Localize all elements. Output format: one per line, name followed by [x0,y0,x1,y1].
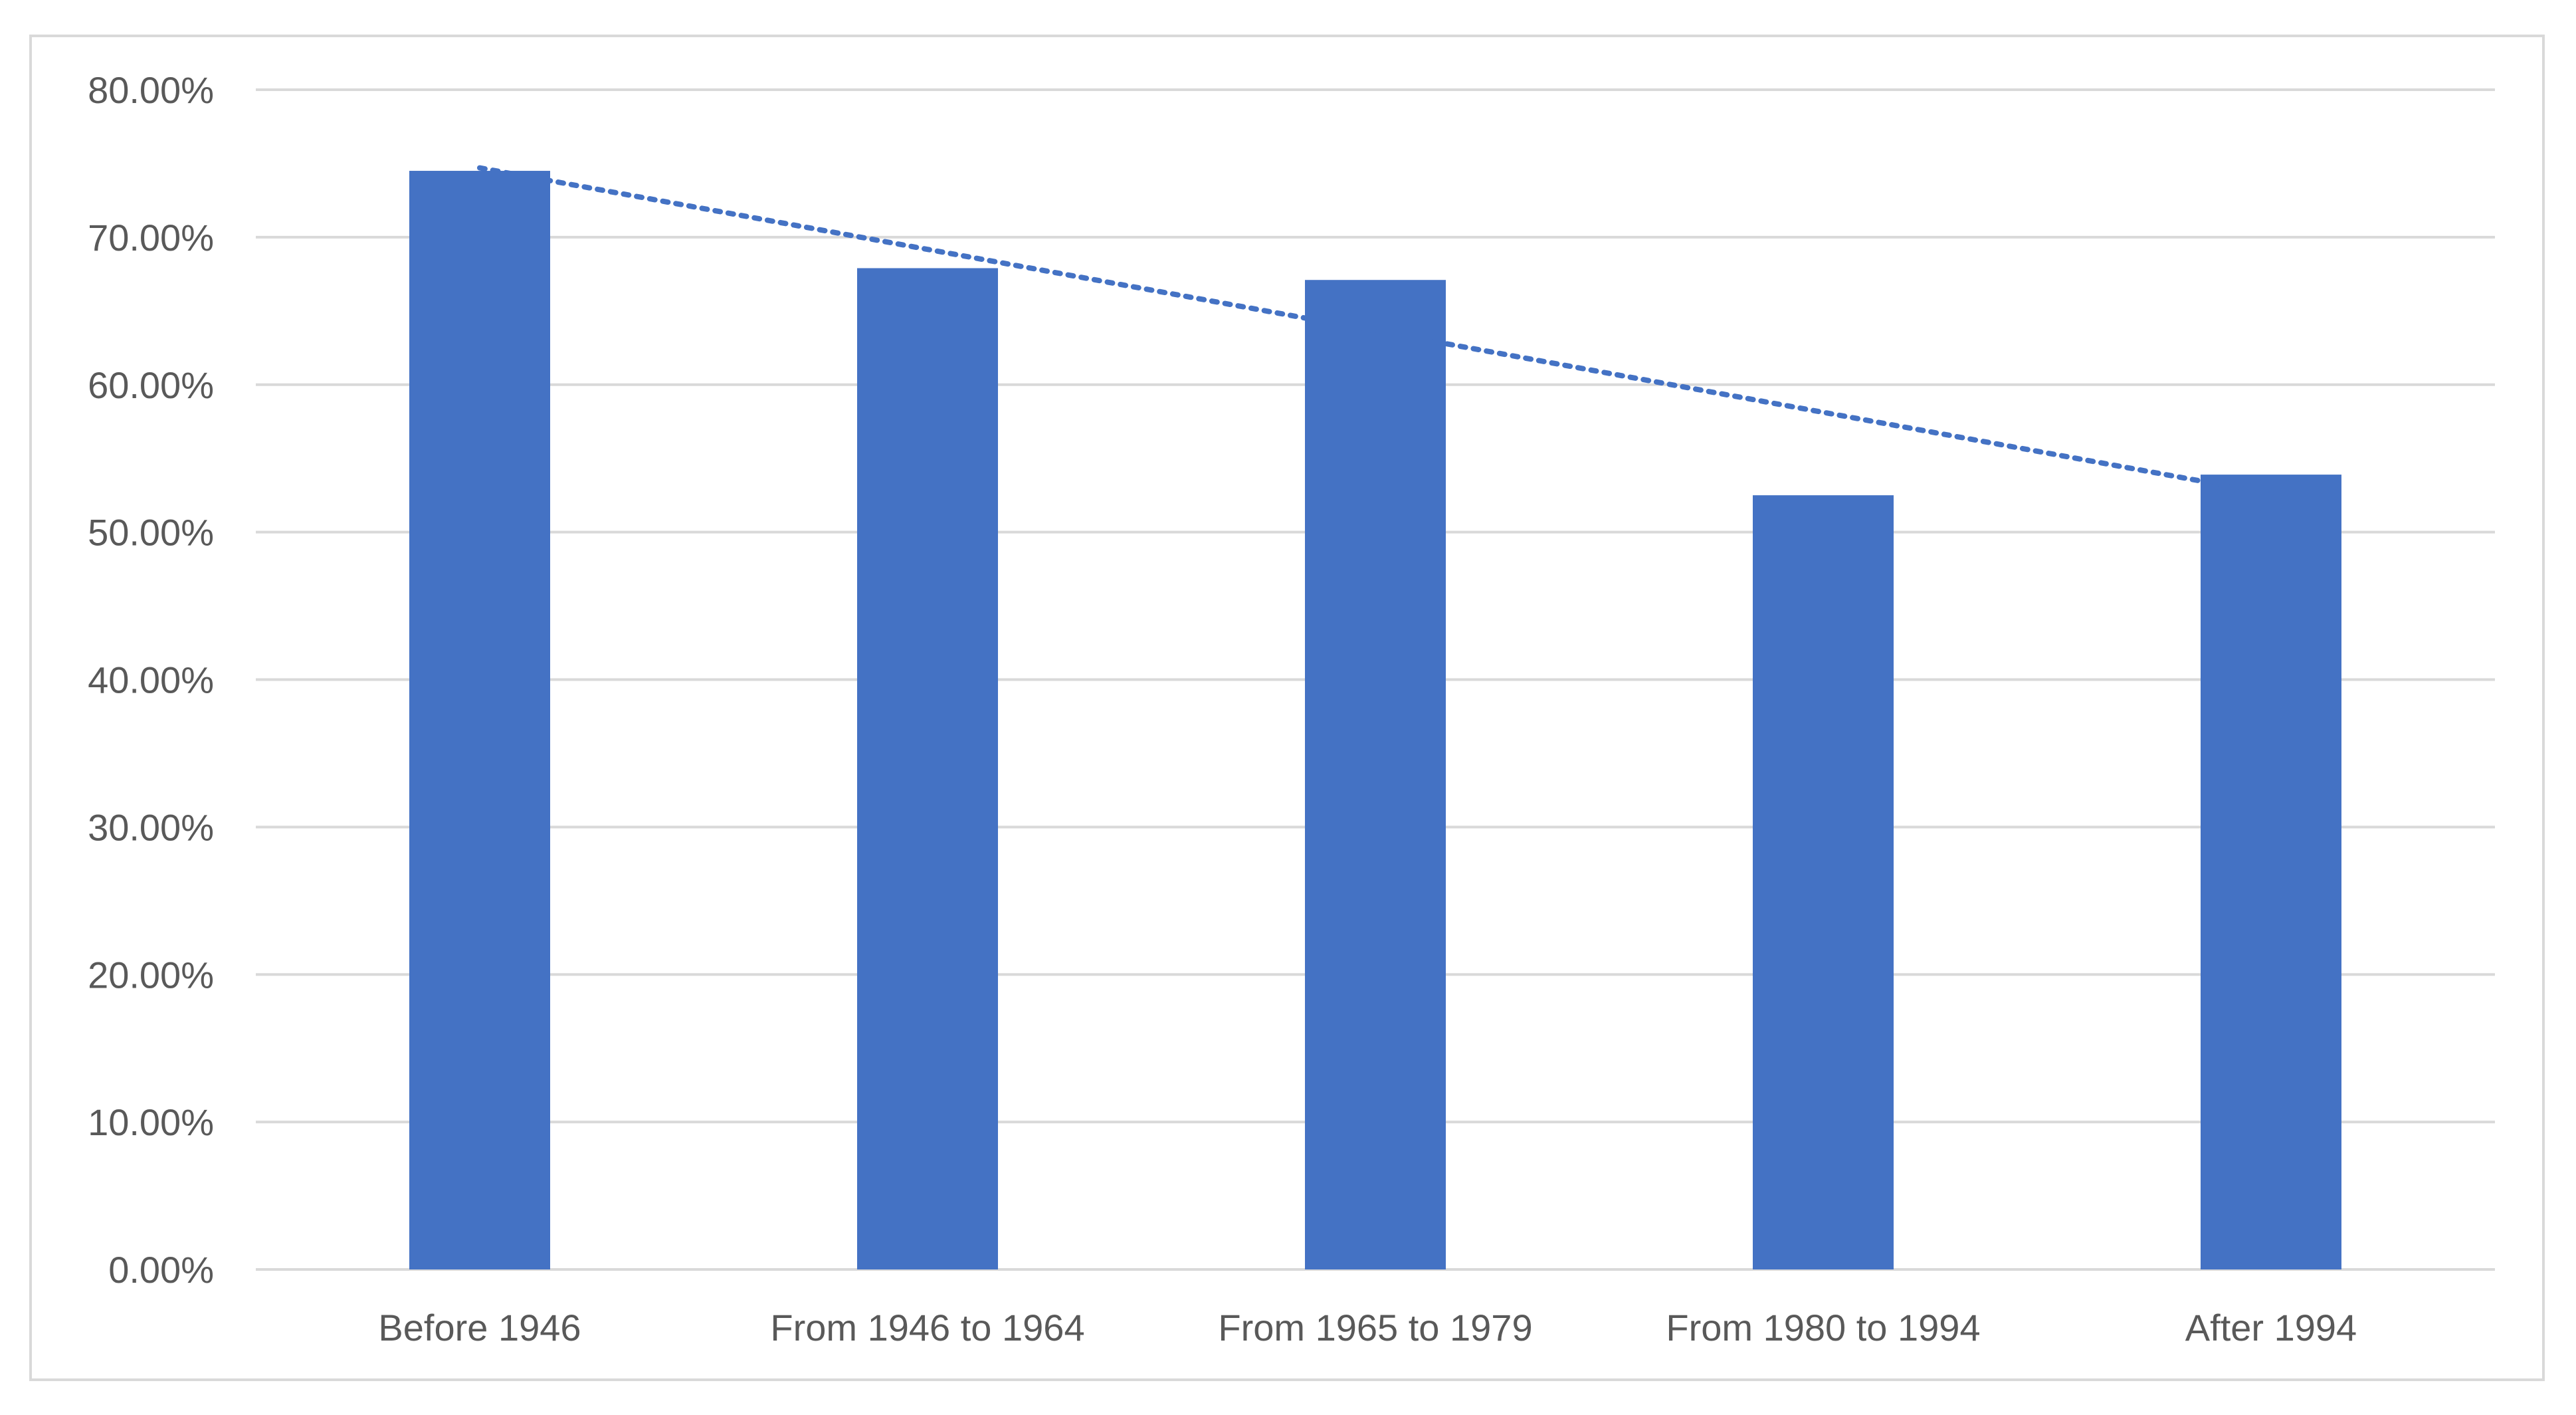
trendline [477,165,2274,496]
bars [409,171,2341,1269]
x-tick-label: From 1946 to 1964 [770,1307,1084,1349]
y-tick-label: 40.00% [88,659,214,701]
x-tick-label: After 1994 [2185,1307,2357,1349]
x-tick-label: From 1980 to 1994 [1666,1307,1980,1349]
x-axis-ticks: Before 1946 From 1946 to 1964 From 1965 to… [378,1307,2357,1349]
y-tick-label: 70.00% [88,217,214,259]
y-tick-label: 80.00% [88,69,214,111]
y-tick-label: 30.00% [88,806,214,848]
y-tick-label: 20.00% [88,954,214,996]
bar [857,268,998,1269]
x-tick-label: From 1965 to 1979 [1218,1307,1532,1349]
x-tick-label: Before 1946 [378,1307,581,1349]
bar [1305,280,1446,1269]
bar [409,171,550,1269]
bar [2201,475,2341,1269]
y-tick-label: 0.00% [108,1249,214,1291]
trendline-group [477,165,2274,496]
y-tick-label: 60.00% [88,364,214,406]
y-axis-ticks: 0.00% 10.00% 20.00% 30.00% 40.00% 50.00% 60.00… [88,69,214,1291]
y-tick-label: 50.00% [88,512,214,554]
bar [1753,495,1894,1269]
y-tick-label: 10.00% [88,1101,214,1143]
